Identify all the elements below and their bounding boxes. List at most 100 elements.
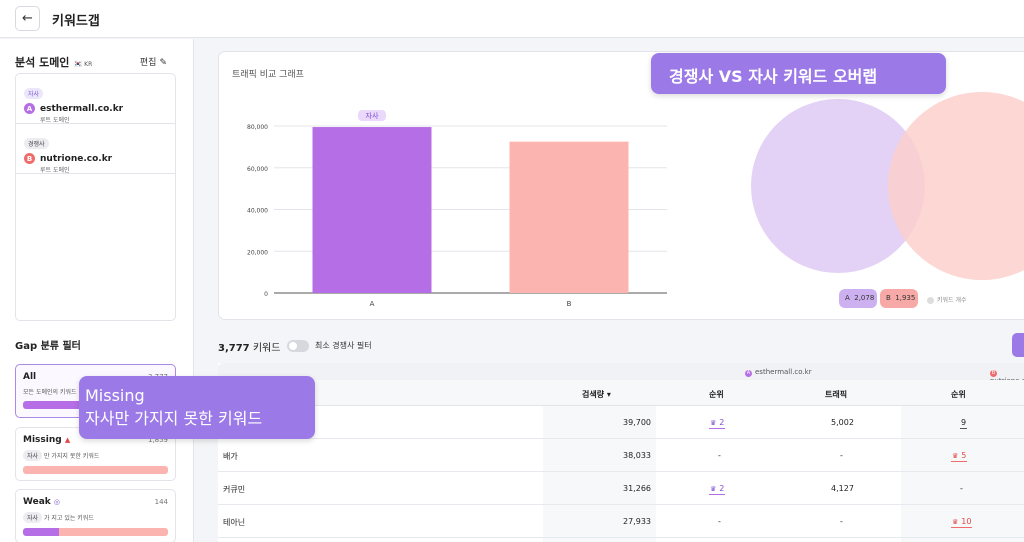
- rank-a-cell: ♛ 2: [709, 484, 726, 495]
- domain-item-a[interactable]: 자사 A esthermall.co.kr 루트 도메인: [16, 74, 175, 124]
- top-bar: ← 키워드갭: [0, 0, 1024, 38]
- venn-legend-a: A 2,078: [839, 289, 877, 308]
- volume-cell: 39,700: [623, 418, 651, 427]
- bar-a: [312, 127, 432, 293]
- rank-b-header[interactable]: 순위: [951, 390, 966, 399]
- domain-sub: 루트 도메인: [40, 167, 70, 174]
- y-tick-label: 40,000: [247, 208, 268, 215]
- volume-header[interactable]: 검색량 ▾: [582, 390, 611, 399]
- domain-list: 자사 A esthermall.co.kr 루트 도메인 경쟁사 B nutri…: [15, 73, 176, 321]
- table-row[interactable]: 39,700 ♛ 2 5,002 9: [218, 406, 1024, 439]
- warning-icon: ▲: [64, 436, 71, 444]
- keyword-count: 3,777 키워드: [218, 343, 281, 354]
- venn-circle-a: [751, 99, 925, 273]
- table-row[interactable]: 커큐민 31,266 ♛ 2 4,127 -: [218, 472, 1024, 505]
- toggle-label: 최소 경쟁사 필터: [315, 341, 372, 350]
- y-tick-label: 80,000: [247, 124, 268, 131]
- filter-weak[interactable]: Weak ◎ 144 자사 가 지고 있는 키워드: [15, 489, 176, 542]
- filter-count: 1,859: [147, 436, 168, 444]
- arrow-left-icon: ←: [22, 11, 33, 26]
- table-row[interactable]: 테아닌 27,933 - - ♛ 10: [218, 505, 1024, 538]
- filter-name: Weak ◎: [23, 497, 61, 507]
- missing-callout: Missing 자사만 가지지 못한 키워드: [79, 376, 315, 439]
- pencil-icon: ✎: [159, 58, 167, 68]
- rank-a-header[interactable]: 순위: [709, 390, 724, 399]
- y-tick-label: 0: [264, 291, 268, 298]
- table-header: 검색량 ▾ 순위 트래픽 순위: [218, 380, 1024, 406]
- x-tick-label: B: [567, 300, 572, 308]
- rank-a-cell: -: [718, 451, 721, 460]
- filter-section-title: Gap 분류 필터: [15, 341, 81, 352]
- venn-legend-note: 키워드 개수: [927, 295, 967, 304]
- keyword-cell[interactable]: 배가: [223, 452, 238, 461]
- filter-name: All: [23, 372, 37, 382]
- badge-b: B: [24, 153, 35, 164]
- filter-bar: [23, 466, 168, 474]
- y-tick-label: 60,000: [247, 166, 268, 173]
- keyword-cell[interactable]: 커큐민: [223, 485, 246, 494]
- domain-name: nutrione.co.kr: [40, 153, 113, 164]
- bar-label: 자사: [366, 111, 379, 120]
- back-button[interactable]: ←: [15, 6, 40, 31]
- venn-diagram: [751, 92, 1024, 280]
- badge-a: A: [24, 103, 35, 114]
- traffic-a-cell: -: [840, 517, 843, 526]
- bar-b: [509, 141, 629, 293]
- filter-desc: 자사 가 지고 있는 키워드: [23, 512, 168, 523]
- badge-a-icon: A: [745, 370, 752, 377]
- export-button[interactable]: [1012, 333, 1024, 357]
- bar-label-bg: [358, 110, 386, 122]
- venn-legend-b: B 1,935: [880, 289, 918, 308]
- keyword-cell[interactable]: 테아닌: [223, 518, 246, 527]
- filter-missing[interactable]: Missing ▲ 1,859 자사 만 가지지 못한 키워드: [15, 427, 176, 481]
- filter-bar: [23, 528, 168, 536]
- badge-b-icon: B: [990, 370, 997, 377]
- crown-icon: ♛: [952, 518, 959, 526]
- filter-desc: 자사 만 가지지 못한 키워드: [23, 450, 168, 461]
- domain-item-b[interactable]: 경쟁사 B nutrione.co.kr 루트 도메인: [16, 124, 175, 174]
- page-title: 키워드갭: [52, 14, 100, 29]
- korea-flag-icon: 🇰🇷: [73, 60, 83, 68]
- target-icon: ◎: [53, 498, 61, 506]
- crown-icon: ♛: [952, 452, 959, 460]
- volume-cell: 38,033: [623, 451, 651, 460]
- traffic-a-cell: 4,127: [831, 484, 854, 493]
- table-row[interactable]: 배가 38,033 - - ♛ 5: [218, 439, 1024, 472]
- volume-cell: 31,266: [623, 484, 651, 493]
- edit-button[interactable]: 편집 ✎: [139, 58, 167, 68]
- volume-cell: 27,933: [623, 517, 651, 526]
- sidebar: 분석 도메인 🇰🇷 KR 편집 ✎ 자사 A esthermall.co.kr 루트 …: [0, 39, 194, 542]
- competitor-tag: 경쟁사: [24, 138, 49, 149]
- rank-a-cell: ♛ 2: [709, 418, 726, 429]
- rank-b-cell: ♛ 5: [951, 451, 968, 462]
- crown-icon: ♛: [710, 485, 717, 493]
- traffic-a-cell: -: [840, 451, 843, 460]
- rank-b-cell: -: [960, 484, 963, 493]
- y-tick-label: 20,000: [247, 249, 268, 256]
- filter-count: 144: [154, 498, 168, 506]
- traffic-chart-card: 트래픽 비교 그래프 0 20,000 40,000 60,000 80,000 A B 자사: [218, 51, 1024, 320]
- domain-sub: 루트 도메인: [40, 117, 70, 124]
- volume-column-bg: [543, 406, 656, 542]
- crown-icon: ♛: [710, 419, 717, 427]
- chart-area: 0 20,000 40,000 60,000 80,000 A B 자사: [247, 92, 1024, 308]
- filter-desc: 모든 도메인의 키워드: [23, 389, 77, 396]
- overlap-callout: 경쟁사 VS 자사 키워드 오버랩: [651, 53, 946, 94]
- domain-name: esthermall.co.kr: [40, 103, 124, 114]
- filter-name: Missing ▲: [23, 435, 71, 445]
- venn-circle-b: [888, 92, 1024, 280]
- country-code: KR: [84, 61, 93, 68]
- domain-section-title: 분석 도메인 🇰🇷 KR: [15, 56, 93, 69]
- rank-a-cell: -: [718, 517, 721, 526]
- own-tag: 자사: [24, 88, 44, 99]
- traffic-a-header[interactable]: 트래픽: [825, 390, 848, 399]
- competitor-filter-toggle[interactable]: [287, 340, 309, 352]
- x-tick-label: A: [370, 300, 375, 308]
- traffic-a-cell: 5,002: [831, 418, 854, 427]
- rank-b-cell: 9: [960, 418, 968, 429]
- info-dot-icon: [927, 297, 934, 304]
- bar-chart: 0 20,000 40,000 60,000 80,000 A B 자사: [247, 110, 667, 308]
